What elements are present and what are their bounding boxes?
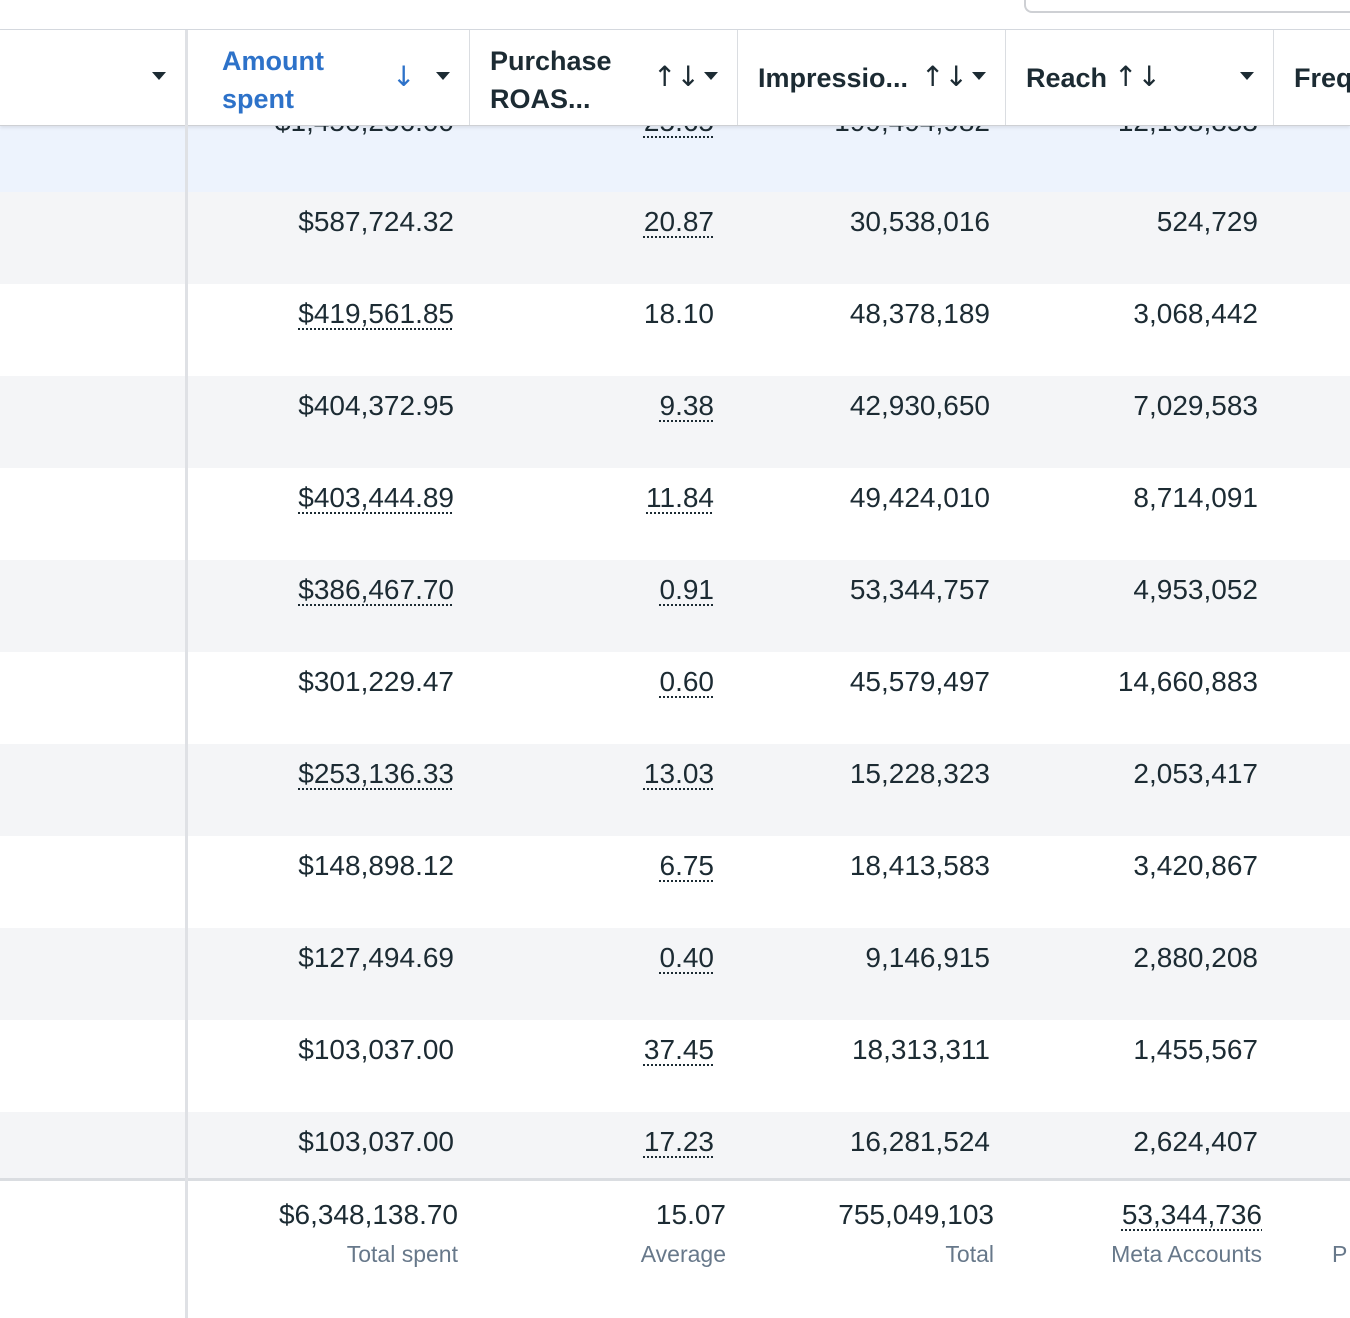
total-value: 15.07 [655, 1199, 726, 1230]
reach-cell: 3,068,442 [1133, 298, 1258, 329]
reach-cell: 8,714,091 [1133, 482, 1258, 513]
table-header: Amount spent ↓ Purchase ROAS... ↑↓ Impre… [0, 30, 1350, 126]
toolbar-control-edge[interactable] [1024, 0, 1350, 13]
total-value: $6,348,138.70 [278, 1199, 458, 1230]
column-header-frequency[interactable]: Freq [1274, 30, 1350, 125]
amount-spent-cell: $404,372.95 [298, 390, 454, 421]
column-header-purchase-roas[interactable]: Purchase ROAS... ↑↓ [470, 30, 738, 125]
table-row[interactable]: $419,561.85 18.10 48,378,189 3,068,442 [0, 284, 1350, 376]
reach-cell: 2,624,407 [1133, 1126, 1258, 1157]
total-label: Total [945, 1241, 994, 1267]
frozen-column-divider[interactable] [185, 126, 188, 1318]
purchase-roas-cell[interactable]: 20.87 [643, 206, 714, 237]
total-value[interactable]: 53,344,736 [1121, 1199, 1262, 1230]
table-row[interactable]: $301,229.47 0.60 45,579,497 14,660,883 [0, 652, 1350, 744]
amount-spent-cell: $103,037.00 [298, 1126, 454, 1157]
amount-spent-cell: $301,229.47 [298, 666, 454, 697]
totals-row: $6,348,138.70 Total spent 15.07 Average … [0, 1178, 1350, 1318]
impressions-cell: 18,313,311 [851, 1034, 990, 1065]
column-label: spent [222, 84, 295, 114]
total-label: Average [640, 1241, 726, 1267]
table-row[interactable]: $403,444.89 11.84 49,424,010 8,714,091 [0, 468, 1350, 560]
column-header-name[interactable] [0, 30, 186, 125]
column-label: Impressio... [758, 63, 909, 93]
sort-arrows-icon[interactable]: ↑↓ [921, 60, 968, 93]
caret-down-icon[interactable] [972, 72, 986, 80]
reach-cell: 4,953,052 [1133, 574, 1258, 605]
caret-down-icon[interactable] [436, 72, 450, 80]
column-label: Reach [1026, 63, 1108, 93]
amount-spent-cell[interactable]: $386,467.70 [298, 574, 454, 605]
column-label: Amount [222, 46, 324, 76]
purchase-roas-cell[interactable]: 17.23 [643, 1126, 714, 1157]
column-label: Freq [1294, 63, 1350, 93]
purchase-roas-cell: 18.10 [643, 298, 714, 329]
column-header-reach[interactable]: Reach ↑↓ [1006, 30, 1274, 125]
purchase-roas-cell[interactable]: 0.40 [659, 942, 715, 973]
column-label: ROAS... [490, 84, 591, 114]
amount-spent-cell[interactable]: $403,444.89 [298, 482, 454, 513]
column-resize-divider[interactable] [185, 30, 188, 126]
total-label: Meta Accounts [1111, 1241, 1262, 1267]
impressions-cell: 18,413,583 [849, 850, 990, 881]
total-value: 755,049,103 [838, 1199, 994, 1230]
amount-spent-cell: $103,037.00 [298, 1034, 454, 1065]
table-row[interactable]: $148,898.12 6.75 18,413,583 3,420,867 [0, 836, 1350, 928]
reach-cell: 1,455,567 [1133, 1034, 1258, 1065]
amount-spent-cell: $127,494.69 [298, 942, 454, 973]
toolbar-strip [0, 0, 1350, 30]
impressions-cell: 9,146,915 [865, 942, 990, 973]
column-header-impressions[interactable]: Impressio... ↑↓ [738, 30, 1006, 125]
reach-cell: 3,420,867 [1133, 850, 1258, 881]
reach-cell: 524,729 [1156, 206, 1258, 237]
table-row[interactable]: $587,724.32 20.87 30,538,016 524,729 [0, 192, 1350, 284]
column-label: Purchase [490, 46, 612, 76]
table-row[interactable]: $103,037.00 37.45 18,313,311 1,455,567 [0, 1020, 1350, 1112]
total-label: P [1332, 1241, 1348, 1267]
purchase-roas-cell[interactable]: 37.45 [643, 1034, 714, 1065]
caret-down-icon[interactable] [152, 72, 166, 80]
amount-spent-cell[interactable]: $253,136.33 [298, 758, 454, 789]
sort-arrows-icon[interactable]: ↑↓ [653, 60, 700, 93]
amount-spent-cell: $148,898.12 [298, 850, 454, 881]
reach-cell: 2,053,417 [1133, 758, 1258, 789]
purchase-roas-cell[interactable]: 0.60 [659, 666, 715, 697]
caret-down-icon[interactable] [704, 72, 718, 80]
table-row[interactable]: $253,136.33 13.03 15,228,323 2,053,417 [0, 744, 1350, 836]
total-label: Total spent [346, 1241, 458, 1267]
reach-cell: 2,880,208 [1133, 942, 1258, 973]
column-header-amount-spent[interactable]: Amount spent ↓ [202, 30, 470, 125]
table-row[interactable]: $386,467.70 0.91 53,344,757 4,953,052 [0, 560, 1350, 652]
purchase-roas-cell[interactable]: 9.38 [659, 390, 715, 421]
caret-down-icon[interactable] [1240, 72, 1254, 80]
amount-spent-cell: $587,724.32 [298, 206, 454, 237]
sort-arrows-icon[interactable]: ↑↓ [1114, 60, 1161, 93]
purchase-roas-cell[interactable]: 0.91 [659, 574, 715, 605]
impressions-cell: 48,378,189 [849, 298, 990, 329]
arrow-down-icon[interactable]: ↓ [392, 60, 416, 93]
impressions-cell: 30,538,016 [849, 206, 990, 237]
impressions-cell: 49,424,010 [849, 482, 990, 513]
table-row[interactable]: $404,372.95 9.38 42,930,650 7,029,583 [0, 376, 1350, 468]
reach-cell: 7,029,583 [1133, 390, 1258, 421]
impressions-cell: 16,281,524 [849, 1126, 990, 1157]
impressions-cell: 53,344,757 [849, 574, 990, 605]
table-row[interactable]: $127,494.69 0.40 9,146,915 2,880,208 [0, 928, 1350, 1020]
impressions-cell: 42,930,650 [849, 390, 990, 421]
impressions-cell: 45,579,497 [849, 666, 990, 697]
purchase-roas-cell[interactable]: 13.03 [643, 758, 714, 789]
purchase-roas-cell[interactable]: 11.84 [646, 482, 714, 513]
reach-cell: 14,660,883 [1117, 666, 1258, 697]
amount-spent-cell[interactable]: $419,561.85 [298, 298, 454, 329]
impressions-cell: 15,228,323 [849, 758, 990, 789]
purchase-roas-cell[interactable]: 6.75 [659, 850, 715, 881]
